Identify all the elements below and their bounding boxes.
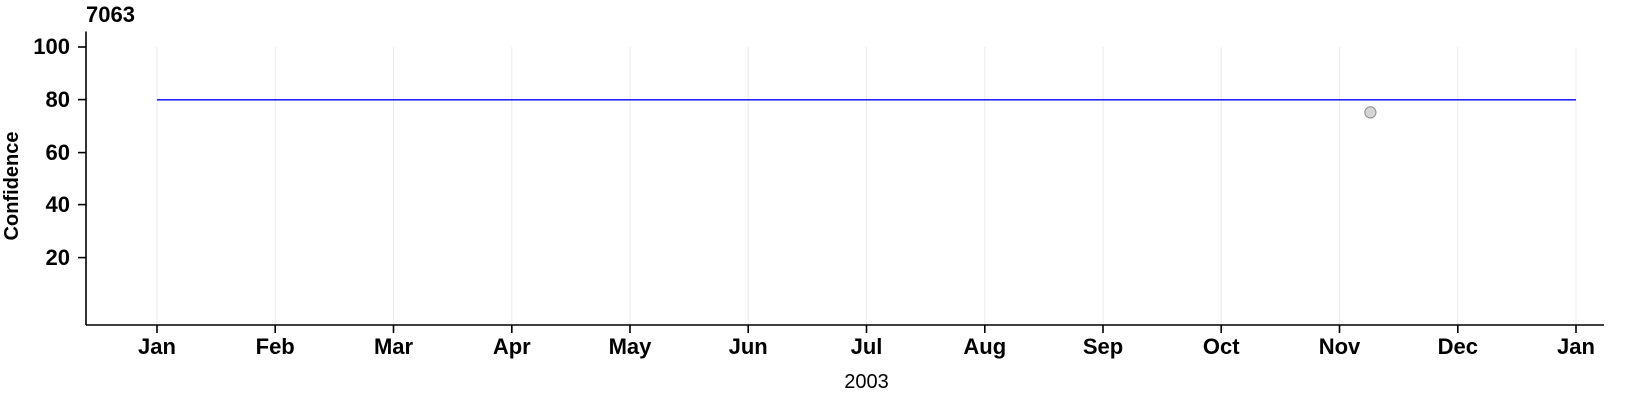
svg-text:80: 80 — [46, 87, 70, 112]
svg-text:Jun: Jun — [729, 334, 768, 359]
svg-text:Oct: Oct — [1203, 334, 1240, 359]
svg-text:40: 40 — [46, 192, 70, 217]
svg-text:Jan: Jan — [138, 334, 176, 359]
svg-text:Dec: Dec — [1438, 334, 1478, 359]
svg-text:2003: 2003 — [844, 371, 889, 393]
svg-text:20: 20 — [46, 245, 70, 270]
svg-text:May: May — [609, 334, 653, 359]
svg-text:100: 100 — [33, 34, 70, 59]
svg-text:Jul: Jul — [851, 334, 883, 359]
svg-text:Nov: Nov — [1319, 334, 1361, 359]
svg-text:Aug: Aug — [963, 334, 1006, 359]
svg-text:Mar: Mar — [374, 334, 414, 359]
svg-text:Sep: Sep — [1083, 334, 1123, 359]
svg-text:Confidence: Confidence — [1, 132, 23, 241]
svg-text:7063: 7063 — [86, 2, 135, 27]
svg-text:Apr: Apr — [493, 334, 531, 359]
svg-text:Jan: Jan — [1557, 334, 1595, 359]
svg-text:60: 60 — [46, 140, 70, 165]
svg-text:Feb: Feb — [256, 334, 295, 359]
